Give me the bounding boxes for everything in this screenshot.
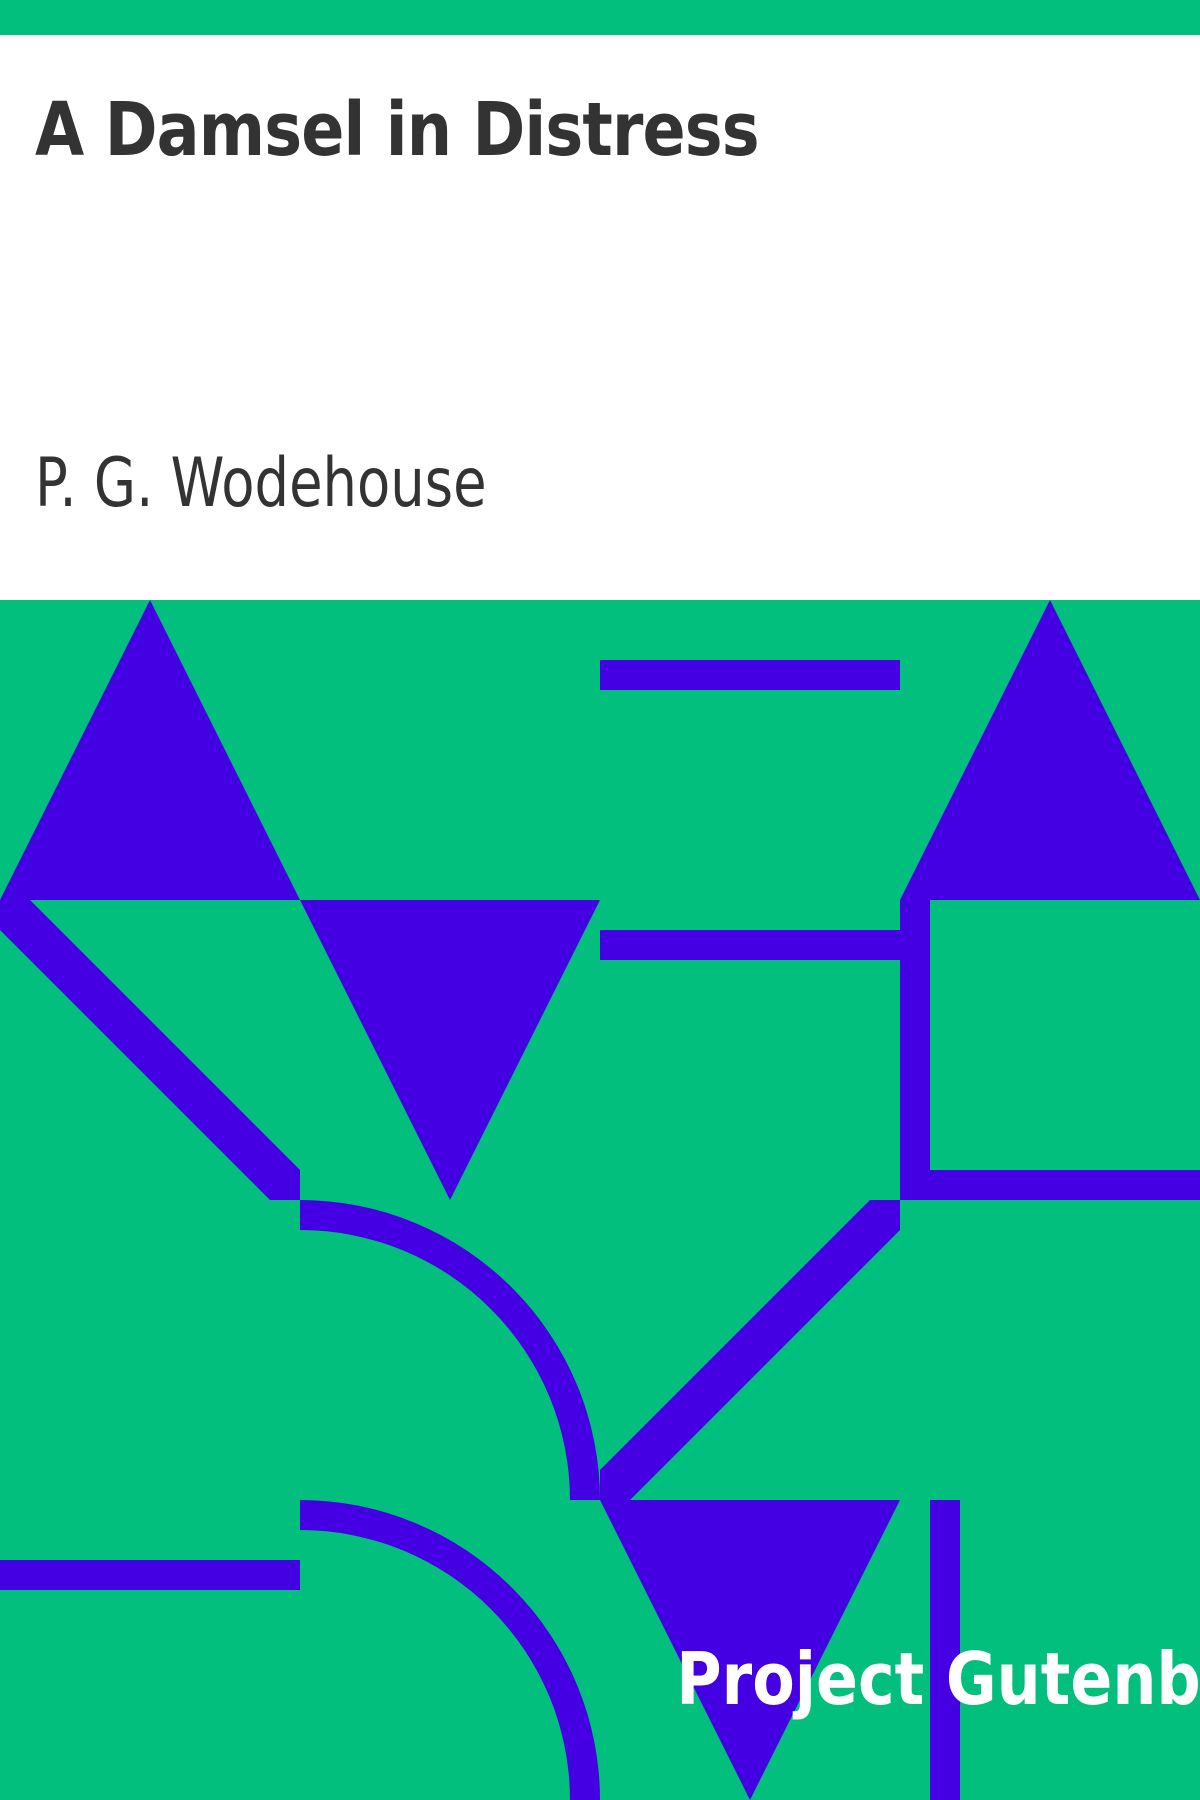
frame-left-edge — [900, 900, 930, 1200]
geometric-pattern — [0, 600, 1200, 1800]
book-author: P. G. Wodehouse — [35, 444, 487, 523]
bar-top — [600, 660, 900, 690]
publisher-name: Project Gutenberg — [676, 1637, 1200, 1721]
pattern-shapes — [0, 600, 1200, 1800]
triangle-down-middle — [300, 900, 600, 1200]
arc-lower — [300, 1500, 600, 1800]
triangle-up-left — [0, 600, 300, 900]
top-color-band — [0, 0, 1200, 35]
triangle-up-right — [900, 600, 1200, 900]
arc-upper — [300, 1200, 600, 1500]
bar-left-bottom — [0, 1560, 300, 1590]
frame-bottom-edge — [900, 1170, 1200, 1200]
triangle-down-bottom — [600, 1500, 900, 1800]
bar-vertical-bottom — [930, 1500, 960, 1800]
cover-header — [0, 35, 1200, 600]
book-title: A Damsel in Distress — [35, 87, 760, 173]
diagonal-left — [0, 900, 300, 1200]
diagonal-right — [600, 1200, 900, 1500]
bar-mid — [600, 930, 900, 960]
